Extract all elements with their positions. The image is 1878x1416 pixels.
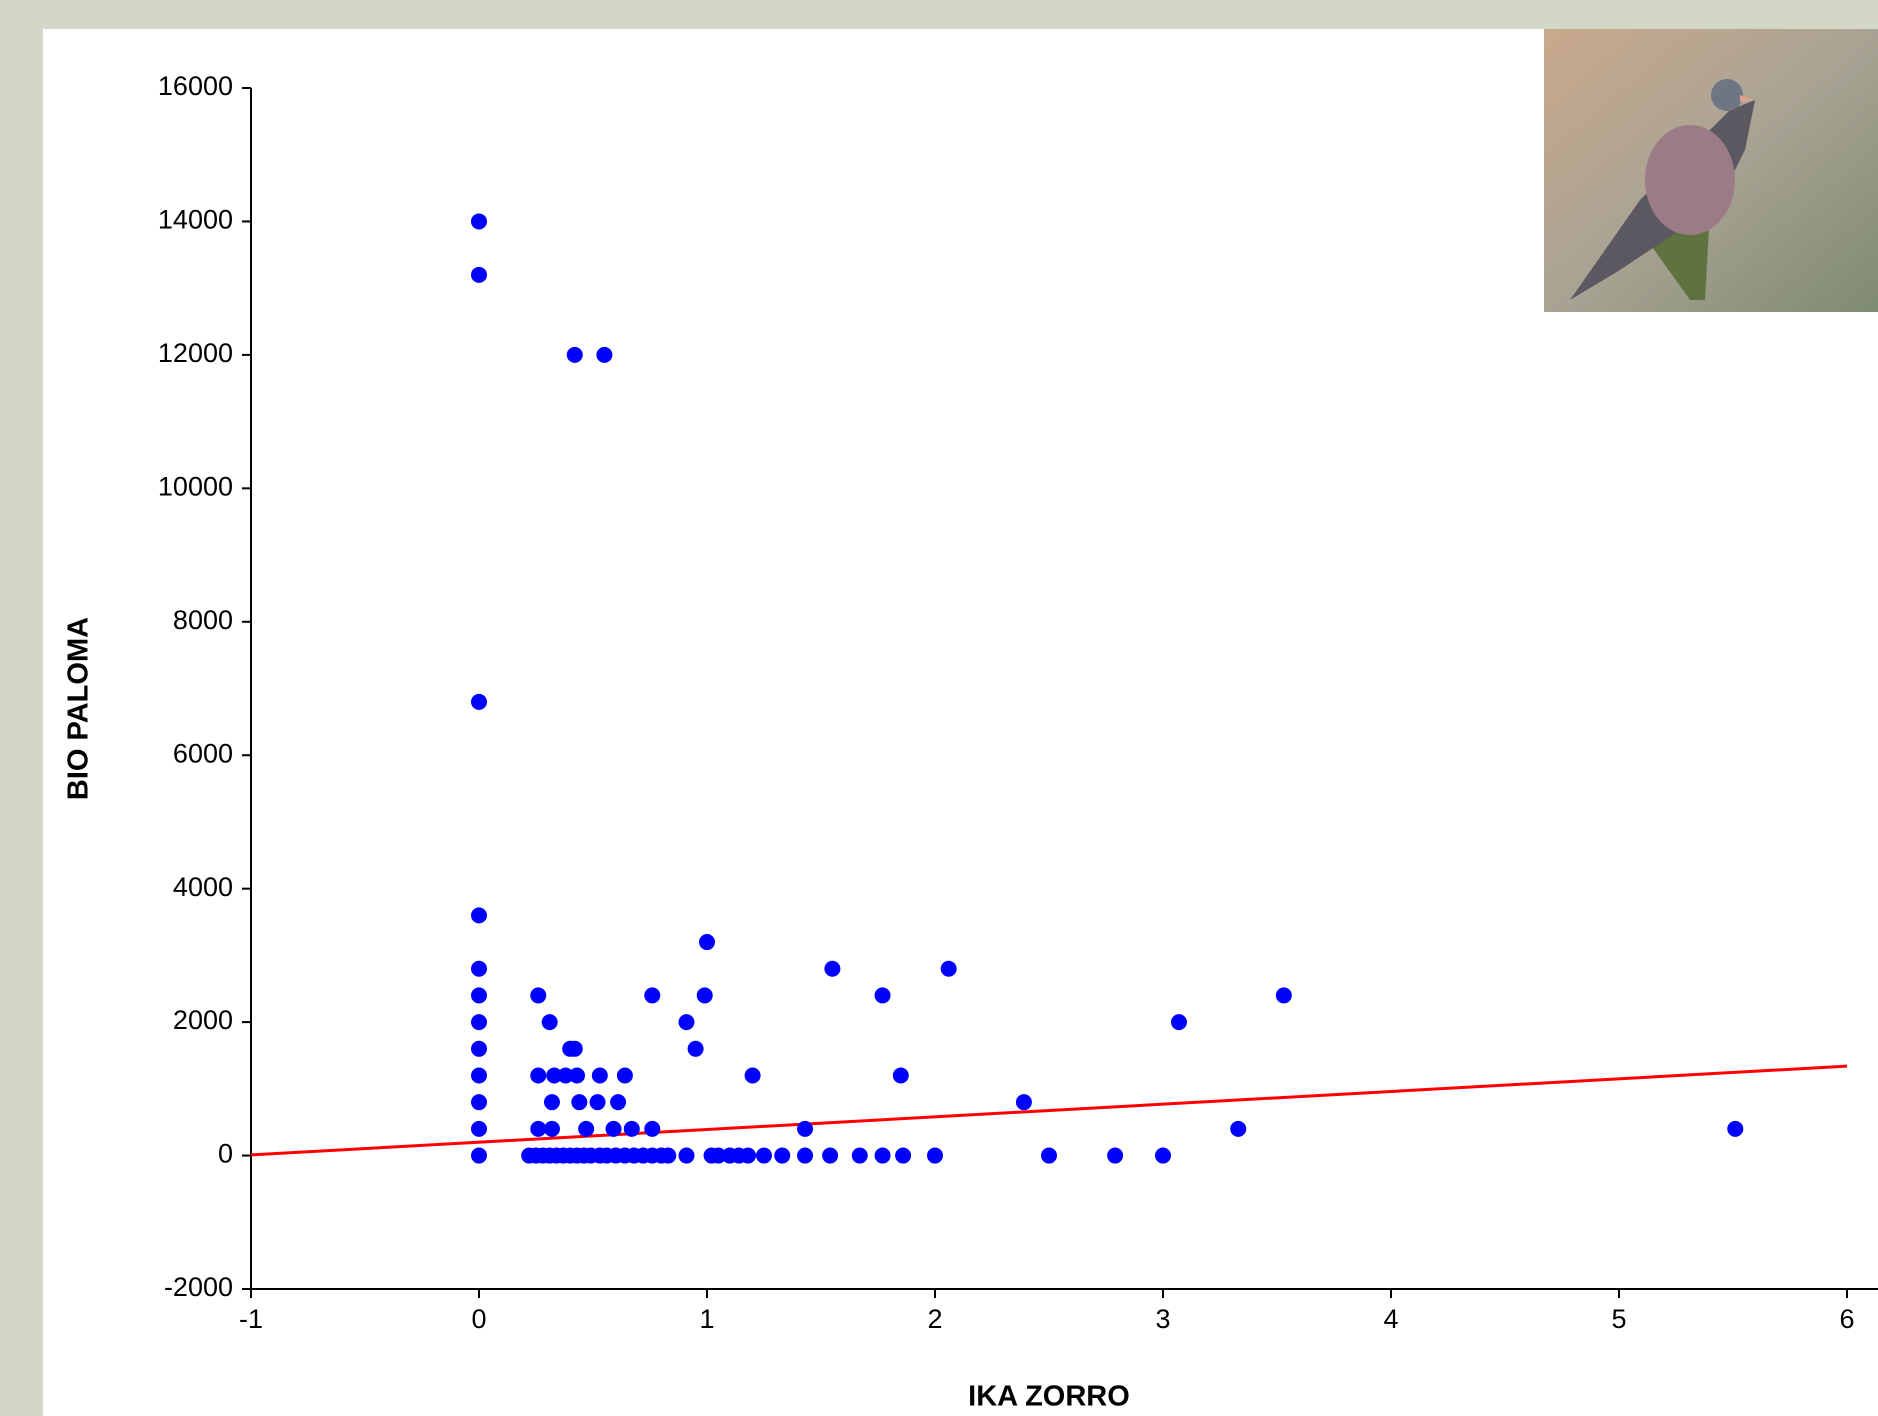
point	[571, 1094, 588, 1111]
point	[566, 1040, 583, 1057]
point	[892, 1067, 909, 1084]
trend-line	[250, 1064, 1848, 1157]
point	[530, 1120, 547, 1137]
point	[471, 266, 487, 283]
point	[687, 1040, 704, 1057]
point	[740, 1147, 757, 1164]
x-tick-label: 4	[1383, 1304, 1398, 1334]
point	[696, 987, 713, 1004]
point	[1275, 987, 1292, 1004]
x-tick-label: 5	[1611, 1304, 1626, 1334]
point	[797, 1120, 814, 1137]
x-tick-label: 0	[471, 1304, 486, 1334]
point	[471, 1147, 487, 1164]
point	[566, 346, 583, 363]
point	[797, 1147, 814, 1164]
point	[471, 960, 487, 977]
point	[471, 213, 487, 230]
point	[596, 346, 613, 363]
x-tick-label: 6	[1839, 1304, 1854, 1334]
point	[578, 1120, 595, 1137]
point	[744, 1067, 761, 1084]
point	[874, 1147, 891, 1164]
point	[471, 1040, 487, 1057]
point	[1727, 1120, 1744, 1137]
point	[824, 960, 841, 977]
point	[699, 934, 715, 951]
y-tick-label: 8000	[173, 605, 233, 635]
point	[1107, 1147, 1124, 1164]
y-tick-label: 4000	[173, 872, 233, 902]
point	[1170, 1014, 1187, 1031]
point	[541, 1014, 558, 1031]
point	[774, 1147, 791, 1164]
point	[1155, 1147, 1171, 1164]
y-tick-label: 10000	[158, 471, 233, 501]
point	[1015, 1094, 1032, 1111]
point	[644, 1120, 661, 1137]
point	[1230, 1120, 1247, 1137]
x-tick-label: 2	[927, 1304, 942, 1334]
point	[471, 1014, 487, 1031]
point	[557, 1067, 574, 1084]
x-axis-title: IKA ZORRO	[968, 1381, 1130, 1413]
point	[530, 987, 547, 1004]
point	[471, 907, 487, 924]
point	[543, 1120, 560, 1137]
point	[1041, 1147, 1057, 1164]
x-tick-label: -1	[239, 1304, 263, 1334]
point	[589, 1094, 606, 1111]
point	[940, 960, 957, 977]
point	[623, 1120, 640, 1137]
y-tick-label: 16000	[158, 71, 233, 101]
point	[471, 693, 487, 710]
point	[471, 1094, 487, 1111]
point	[710, 1147, 727, 1164]
point	[678, 1014, 695, 1031]
y-tick-label: 0	[218, 1139, 233, 1169]
point	[569, 1067, 586, 1084]
point	[471, 987, 487, 1004]
point	[851, 1147, 868, 1164]
point	[660, 1147, 677, 1164]
y-tick-label: 14000	[158, 205, 233, 235]
point	[822, 1147, 839, 1164]
point	[616, 1067, 633, 1084]
point	[756, 1147, 772, 1164]
point	[605, 1120, 622, 1137]
point	[610, 1094, 627, 1111]
y-tick-label: 2000	[173, 1005, 233, 1035]
point	[644, 987, 661, 1004]
y-tick-label: 6000	[173, 738, 233, 768]
point	[927, 1147, 943, 1164]
point	[471, 1120, 487, 1137]
point	[530, 1067, 547, 1084]
x-tick-label: 1	[699, 1304, 714, 1334]
point	[895, 1147, 912, 1164]
point	[546, 1067, 563, 1084]
y-tick-label: 12000	[158, 338, 233, 368]
point	[543, 1094, 560, 1111]
point	[591, 1067, 608, 1084]
y-tick-label: -2000	[164, 1272, 233, 1302]
point	[678, 1147, 695, 1164]
y-axis-title: BIO PALOMA	[63, 617, 95, 800]
point	[874, 987, 891, 1004]
photo	[1544, 29, 1878, 312]
x-tick-label: 3	[1155, 1304, 1170, 1334]
point	[471, 1067, 487, 1084]
